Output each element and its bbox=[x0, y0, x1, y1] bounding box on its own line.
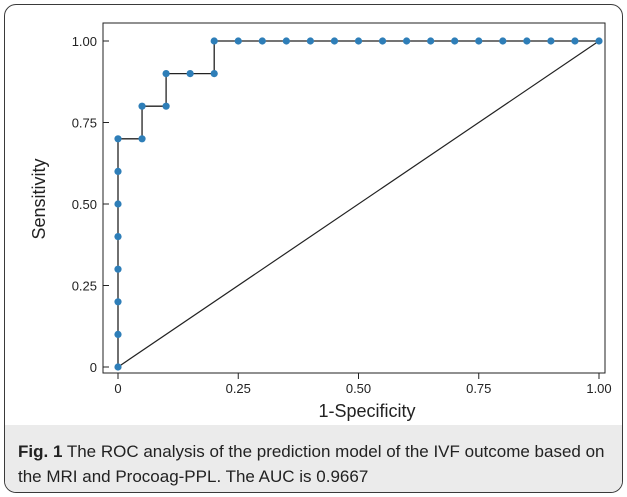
roc-point bbox=[451, 37, 459, 45]
roc-point bbox=[282, 37, 290, 45]
roc-points-layer bbox=[114, 37, 603, 371]
roc-point bbox=[138, 102, 146, 110]
roc-chart: 0 0.25 0.50 0.75 1.00 0 0.25 0.50 0.75 1.00 1-Sp… bbox=[5, 5, 622, 425]
x-tick-label: 1.00 bbox=[586, 381, 611, 396]
roc-point bbox=[403, 37, 411, 45]
roc-point bbox=[114, 233, 122, 241]
roc-point bbox=[475, 37, 483, 45]
roc-point bbox=[114, 200, 122, 208]
x-tick-label: 0.75 bbox=[466, 381, 491, 396]
roc-point bbox=[330, 37, 339, 45]
roc-point bbox=[162, 102, 170, 110]
roc-point bbox=[234, 37, 242, 45]
roc-point bbox=[258, 37, 266, 45]
y-axis-title: Sensitivity bbox=[29, 158, 49, 239]
roc-point bbox=[571, 37, 579, 45]
figure-caption: Fig. 1 The ROC analysis of the predictio… bbox=[18, 439, 613, 489]
reference-layer bbox=[117, 40, 600, 368]
y-tick-label: 0.50 bbox=[72, 197, 97, 212]
roc-point bbox=[354, 37, 363, 45]
roc-point bbox=[114, 265, 122, 273]
roc-point bbox=[210, 70, 218, 78]
roc-point bbox=[114, 298, 122, 306]
plot-frame bbox=[102, 22, 606, 374]
x-tick-label: 0.50 bbox=[346, 381, 371, 396]
reference-diagonal-line bbox=[117, 40, 600, 368]
roc-point bbox=[378, 37, 387, 45]
roc-chart-svg: 0 0.25 0.50 0.75 1.00 0 0.25 0.50 0.75 1.00 1-Sp… bbox=[29, 22, 612, 421]
caption-label: Fig. 1 bbox=[18, 442, 63, 461]
y-tick-label: 0 bbox=[90, 360, 97, 375]
roc-point bbox=[547, 37, 555, 45]
caption-band: Fig. 1 The ROC analysis of the predictio… bbox=[5, 425, 622, 492]
roc-point bbox=[114, 330, 122, 338]
roc-point bbox=[186, 70, 194, 78]
roc-point bbox=[499, 37, 507, 45]
y-tick-label: 0.75 bbox=[72, 116, 97, 131]
roc-point bbox=[523, 37, 531, 45]
y-tick-label: 0.25 bbox=[72, 279, 97, 294]
roc-point bbox=[114, 363, 122, 371]
x-axis: 0 0.25 0.50 0.75 1.00 bbox=[114, 373, 612, 396]
roc-point bbox=[162, 70, 170, 78]
x-axis-title: 1-Specificity bbox=[318, 401, 415, 421]
x-tick-label: 0.25 bbox=[226, 381, 251, 396]
caption-text: The ROC analysis of the prediction model… bbox=[18, 442, 605, 486]
roc-point bbox=[595, 37, 603, 45]
y-tick-label: 1.00 bbox=[72, 34, 97, 49]
roc-point bbox=[114, 135, 122, 143]
figure-panel: 0 0.25 0.50 0.75 1.00 0 0.25 0.50 0.75 1.00 1-Sp… bbox=[4, 4, 623, 493]
roc-point bbox=[114, 167, 122, 175]
roc-point bbox=[210, 37, 218, 45]
x-tick-label: 0 bbox=[114, 381, 121, 396]
roc-point bbox=[138, 135, 146, 143]
roc-point bbox=[306, 37, 314, 45]
y-axis: 0 0.25 0.50 0.75 1.00 bbox=[72, 34, 109, 375]
roc-point bbox=[427, 37, 435, 45]
